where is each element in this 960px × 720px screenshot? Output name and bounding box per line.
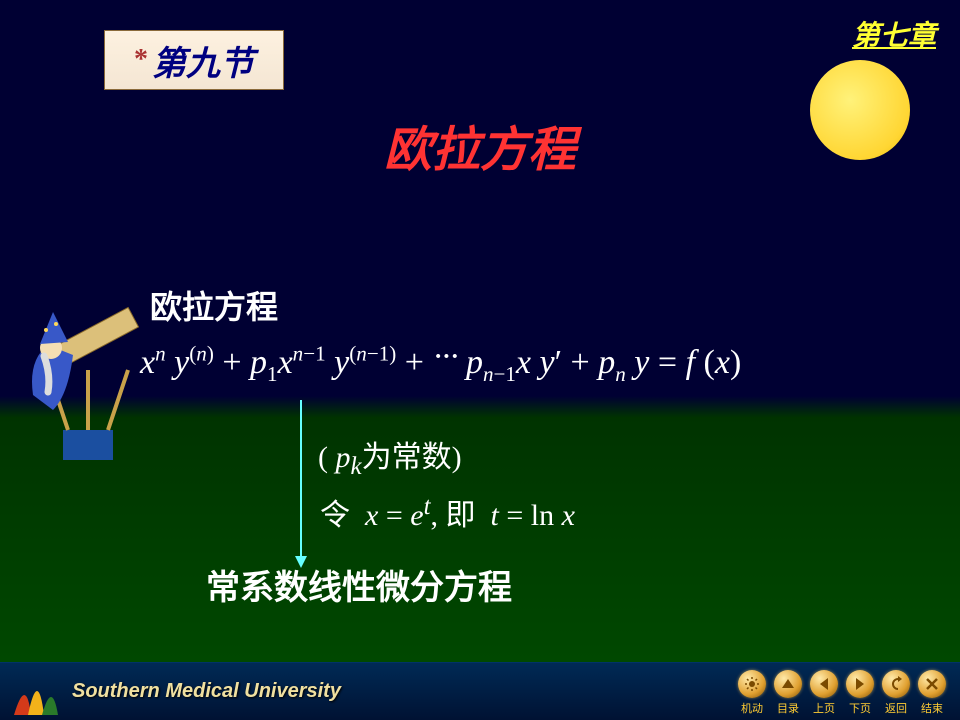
result-line: 常系数线性微分方程 xyxy=(206,560,512,609)
nav-prev-button[interactable] xyxy=(810,670,838,698)
slide-root: { "chapter_link": "第七章", "section_badge"… xyxy=(0,0,960,720)
university-logo-icon xyxy=(6,665,66,719)
nav-end-label: 结束 xyxy=(918,700,946,716)
euler-heading: 欧拉方程 xyxy=(150,282,278,328)
university-name: Southern Medical University xyxy=(72,680,341,703)
coefficient-note: ( pk为常数) xyxy=(318,432,462,481)
nav-next-button[interactable] xyxy=(846,670,874,698)
section-asterisk: * xyxy=(134,44,148,76)
moon-decoration xyxy=(810,60,910,160)
chapter-link[interactable]: 第七章 xyxy=(852,14,936,54)
nav-prev-label: 上页 xyxy=(810,700,838,716)
nav-index-button[interactable] xyxy=(774,670,802,698)
nav-next-label: 下页 xyxy=(846,700,874,716)
nav-auto-button[interactable] xyxy=(738,670,766,698)
nav-index-label: 目录 xyxy=(774,700,802,716)
nav-end-button[interactable] xyxy=(918,670,946,698)
nav-back-button[interactable] xyxy=(882,670,910,698)
section-text: 第九节 xyxy=(152,36,254,85)
nav-container: 机动目录上页下页返回结束 xyxy=(738,670,946,716)
nav-back-label: 返回 xyxy=(882,700,910,716)
footer-bar: Southern Medical University 机动目录上页下页返回结束 xyxy=(0,662,960,720)
wizard-illustration xyxy=(18,300,148,470)
substitution-line: 令 x = et, 即 t = ln x xyxy=(320,490,575,534)
derivation-arrow xyxy=(300,400,302,566)
euler-equation: xn y(n) + p1xn−1 y(n−1) + ··· pn−1x y′ +… xyxy=(140,338,920,387)
section-badge: * 第九节 xyxy=(104,30,284,90)
nav-auto-label: 机动 xyxy=(738,700,766,716)
